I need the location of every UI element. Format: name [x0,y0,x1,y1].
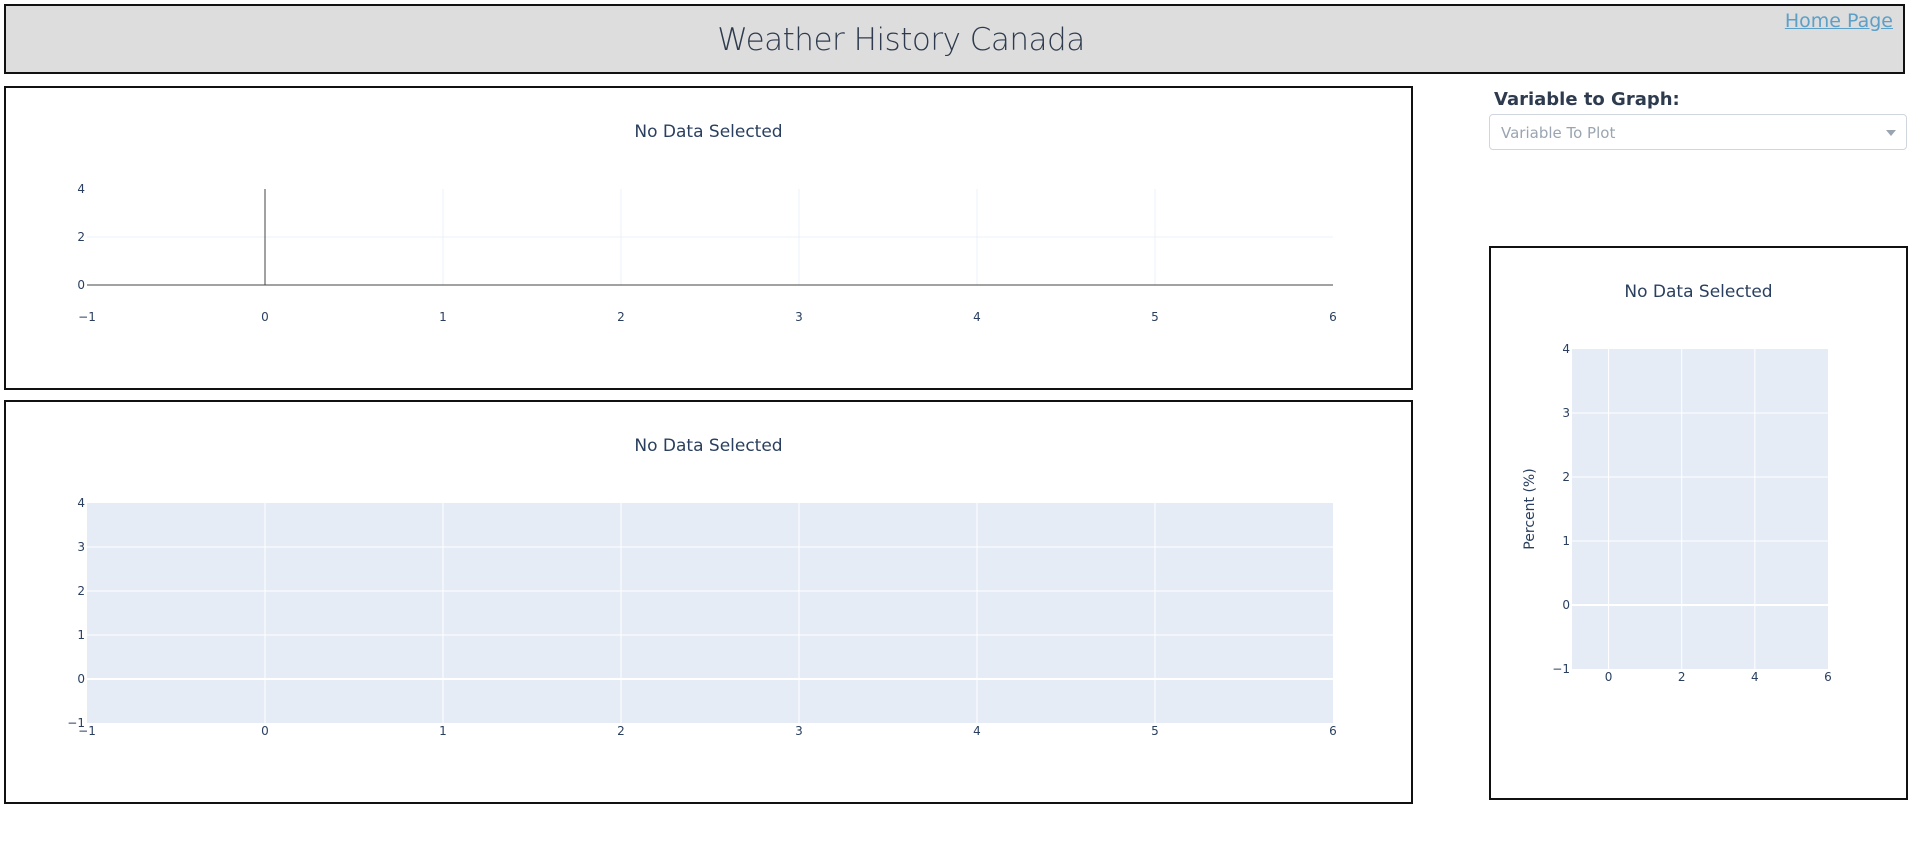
right-chart-ytick-label: 1 [1562,534,1570,548]
top-chart-xtick-label: 6 [1329,310,1337,324]
top-chart-xtick-label: 1 [439,310,447,324]
top-chart-ytick-label: 0 [77,278,85,292]
right-chart-ytick-label: 3 [1562,406,1570,420]
bottom-chart[interactable]: −1 0 1 2 3 4 5 6 −1 0 1 2 3 4 [6,402,1411,802]
top-chart-xtick-label: −1 [78,310,96,324]
bottom-chart-ytick-label: 1 [77,628,85,642]
right-chart-ytick-label: −1 [1552,662,1570,676]
bottom-chart-ytick-label: −1 [67,716,85,730]
top-chart-xtick-label: 5 [1151,310,1159,324]
top-chart-xtick-label: 3 [795,310,803,324]
bottom-chart-xtick-label: 3 [795,724,803,738]
right-chart-title: No Data Selected [1624,282,1773,302]
right-chart-panel: No Data Selected 0 2 4 6 −1 0 1 2 3 4 Percent (%) [1489,246,1908,800]
right-chart-xtick-label: 0 [1605,670,1613,684]
variable-label: Variable to Graph: [1494,89,1680,110]
bottom-chart-xtick-label: 5 [1151,724,1159,738]
bottom-chart-xtick-label: 2 [617,724,625,738]
bottom-chart-xtick-label: −1 [78,724,96,738]
page-header: Weather History Canada Home Page [4,4,1905,74]
variable-dropdown-placeholder: Variable To Plot [1501,124,1616,142]
bottom-chart-ytick-label: 0 [77,672,85,686]
top-chart-ytick-label: 2 [77,230,85,244]
top-chart-ytick-label: 4 [77,182,85,196]
right-chart-xtick-label: 6 [1824,670,1832,684]
bottom-chart-plot-area [87,503,1333,723]
bottom-chart-xtick-label: 0 [261,724,269,738]
top-chart-xtick-label: 0 [261,310,269,324]
right-chart-ylabel: Percent (%) [1522,468,1538,549]
variable-dropdown[interactable]: Variable To Plot [1489,114,1907,150]
right-chart-xtick-label: 4 [1751,670,1759,684]
right-chart-ytick-label: 2 [1562,470,1570,484]
bottom-chart-title: No Data Selected [634,436,783,456]
bottom-chart-xtick-label: 6 [1329,724,1337,738]
bottom-chart-panel: No Data Selected −1 0 1 2 3 4 5 6 −1 0 1 2 3 4 [4,400,1413,804]
home-page-link[interactable]: Home Page [1784,10,1893,32]
bottom-chart-ytick-label: 2 [77,584,85,598]
top-chart[interactable]: −1 0 1 2 3 4 5 6 0 2 4 [6,88,1411,388]
bottom-chart-xtick-label: 4 [973,724,981,738]
top-chart-xtick-label: 2 [617,310,625,324]
chevron-down-icon[interactable] [1886,130,1896,136]
bottom-chart-xtick-label: 1 [439,724,447,738]
bottom-chart-ytick-label: 3 [77,540,85,554]
right-chart-ytick-label: 0 [1562,598,1570,612]
right-chart-ytick-label: 4 [1562,342,1570,356]
bottom-chart-ytick-label: 4 [77,496,85,510]
page-title: Weather History Canada [717,22,1085,58]
right-chart[interactable]: 0 2 4 6 −1 0 1 2 3 4 Percent (%) [1491,248,1906,798]
top-chart-xtick-label: 4 [973,310,981,324]
right-chart-plot-area [1572,349,1828,669]
right-chart-xtick-label: 2 [1678,670,1686,684]
top-chart-panel: No Data Selected −1 0 1 2 3 4 5 6 0 2 4 [4,86,1413,390]
top-chart-title: No Data Selected [634,122,783,142]
